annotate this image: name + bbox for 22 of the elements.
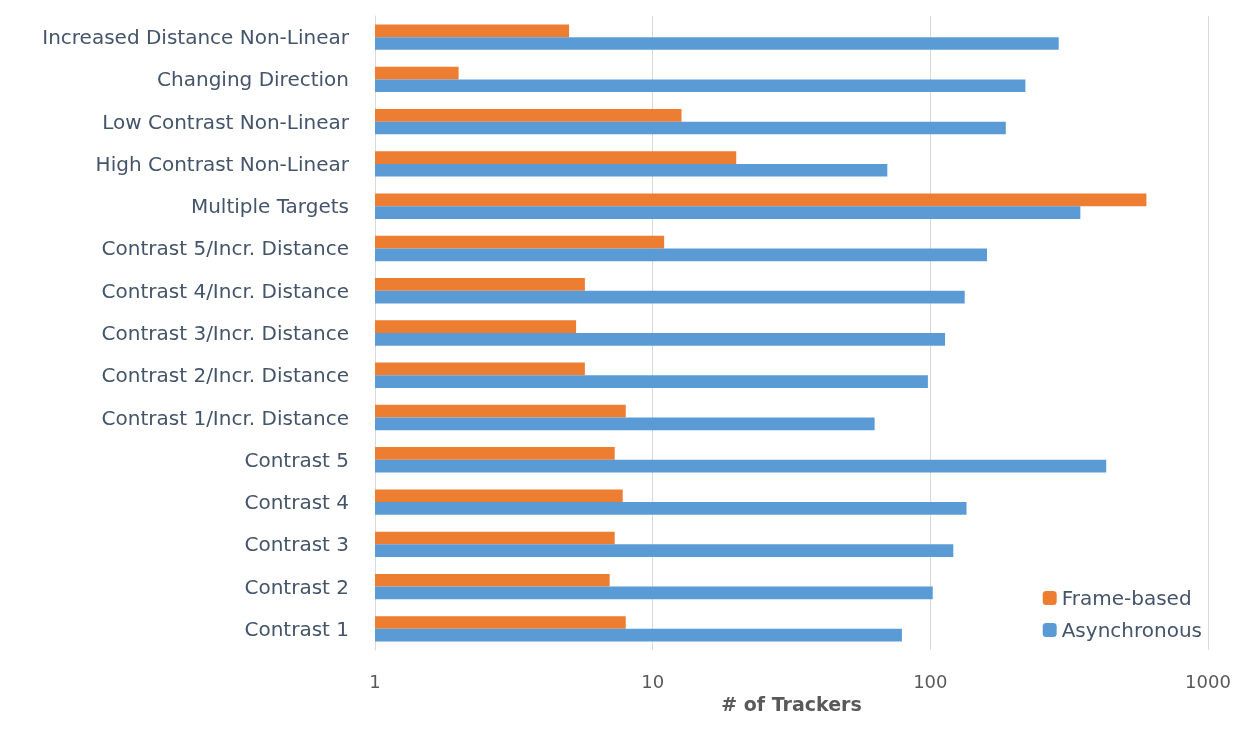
y-tick-label: Contrast 3/Incr. Distance: [101, 321, 349, 345]
y-tick-label: Contrast 5/Incr. Distance: [101, 236, 349, 261]
x-axis-title: # of Trackers: [721, 693, 862, 716]
y-tick-label: Low Contrast Non-Linear: [102, 109, 350, 134]
x-tick-label: 10: [641, 670, 665, 692]
y-tick-label: Contrast 1: [244, 616, 349, 641]
legend-label: Asynchronous: [1061, 618, 1202, 642]
y-tick-label: Contrast 1/Incr. Distance: [101, 405, 349, 430]
x-tick-label: 100: [913, 670, 948, 692]
y-tick-label: High Contrast Non-Linear: [95, 151, 350, 176]
legend-label: Frame-based: [1061, 586, 1192, 610]
y-tick-label: Contrast 4/Incr. Distance: [101, 278, 349, 303]
y-tick-label: Contrast 3: [244, 532, 349, 557]
y-tick-label: Contrast 2: [244, 574, 349, 599]
y-tick-label: Multiple Targets: [190, 194, 349, 219]
y-tick-label: Contrast 5: [244, 447, 349, 472]
y-tick-label: Changing Direction: [157, 67, 349, 92]
y-tick-label: Increased Distance Non-Linear: [42, 25, 350, 50]
x-tick-label: 1: [369, 670, 381, 692]
x-tick-label: 1000: [1185, 670, 1231, 692]
y-tick-label: Contrast 2/Incr. Distance: [101, 363, 349, 388]
y-tick-label: Contrast 4: [244, 490, 349, 515]
